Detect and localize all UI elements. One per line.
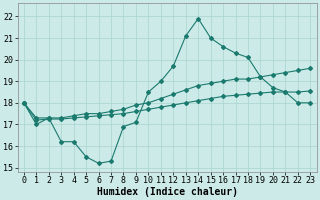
X-axis label: Humidex (Indice chaleur): Humidex (Indice chaleur) [97, 186, 237, 197]
